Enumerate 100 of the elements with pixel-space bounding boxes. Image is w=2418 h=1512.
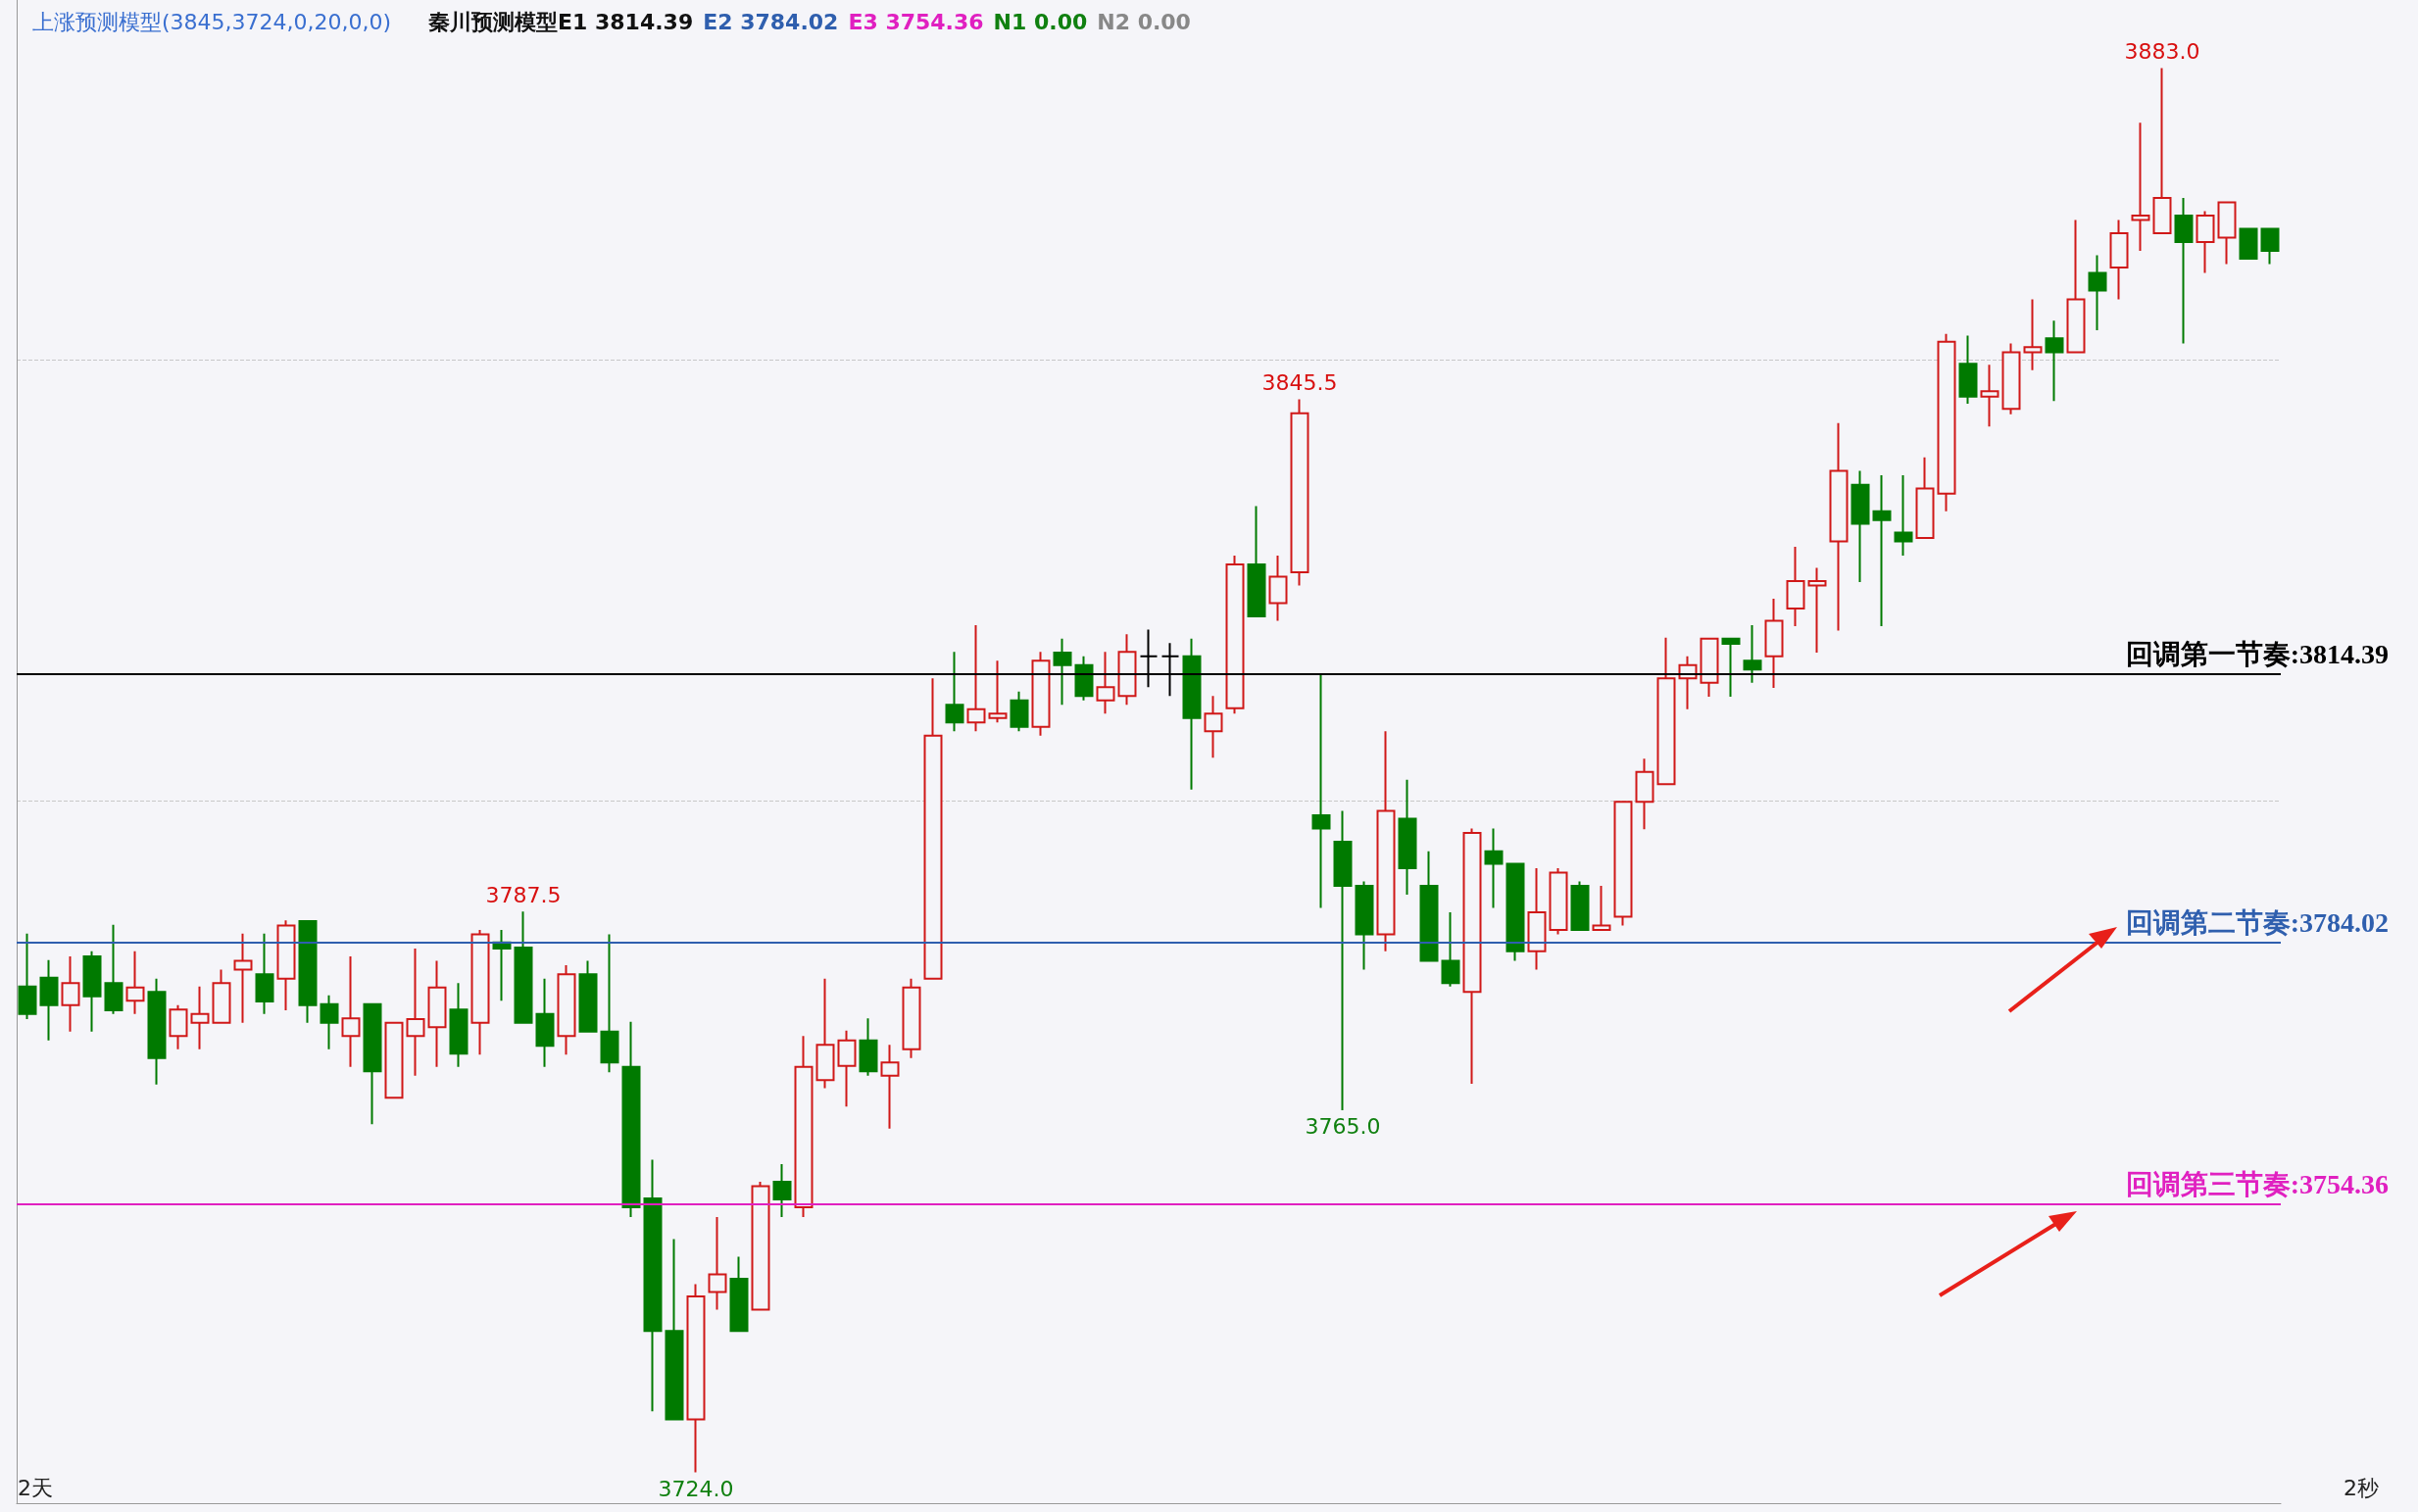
candlestick <box>2023 298 2043 371</box>
candlestick <box>341 955 361 1068</box>
candlestick <box>492 929 512 1002</box>
candlestick <box>902 977 921 1059</box>
candlestick <box>2239 227 2258 261</box>
ref-line-label: 回调第二节奏:3784.02 <box>2125 907 2389 938</box>
candlestick <box>1484 827 1504 909</box>
candlestick <box>2152 67 2172 234</box>
ref-line-label: 回调第三节奏:3754.36 <box>2125 1169 2389 1200</box>
candlestick <box>557 964 576 1056</box>
candlestick <box>923 677 943 980</box>
candlestick <box>427 959 447 1068</box>
candlestick <box>320 994 339 1050</box>
candlestick <box>2088 254 2107 332</box>
candlestick <box>1333 809 1353 1111</box>
candlestick <box>643 1158 663 1413</box>
candlestick <box>1894 473 1913 557</box>
candlestick <box>1549 866 1568 936</box>
candlestick <box>39 958 59 1042</box>
candlestick <box>837 1029 857 1108</box>
candlestick <box>2045 319 2064 403</box>
candlestick <box>2174 196 2194 345</box>
candlestick <box>1010 690 1029 733</box>
candlestick <box>1743 624 1762 684</box>
candlestick <box>1656 636 1676 786</box>
candlestick <box>859 1017 878 1077</box>
candlestick <box>384 1021 404 1099</box>
candlestick <box>2131 122 2150 252</box>
candlestick <box>751 1180 770 1311</box>
annotation: 2天 <box>18 1475 53 1500</box>
candlestick <box>212 968 231 1024</box>
candlestick <box>1441 911 1460 988</box>
candlestick <box>2260 227 2280 266</box>
ref-line-label: 回调第一节奏:3814.39 <box>2125 639 2389 670</box>
candlestick <box>686 1283 706 1474</box>
candlestick <box>1980 364 1999 428</box>
candlestick <box>1613 801 1633 927</box>
candlestick <box>621 1020 641 1218</box>
candlestick <box>1505 862 1525 962</box>
candlestick <box>1355 880 1374 971</box>
candlestick <box>298 920 318 1024</box>
candlestick <box>169 1003 188 1050</box>
candlestick <box>1182 637 1202 791</box>
candlestick <box>1527 866 1547 971</box>
candlestick <box>1721 637 1741 699</box>
annotation: 3724.0 <box>658 1476 734 1501</box>
candlestick <box>1872 473 1892 628</box>
candlestick <box>1786 545 1805 628</box>
chart-subtitle: 秦川预测模型E1 3814.39 E2 3784.02 E3 3754.36 N1 0.00 N2 0.00 <box>428 9 1191 34</box>
candlestick <box>1311 672 1331 909</box>
annotation: 3883.0 <box>2124 38 2200 64</box>
candlestick <box>1937 332 1956 512</box>
candlestick <box>125 950 145 1015</box>
candlestick <box>1851 469 1870 583</box>
candlestick <box>406 947 425 1077</box>
candlestick <box>104 923 123 1015</box>
candlestick <box>2001 342 2021 415</box>
candlestick <box>1096 651 1115 715</box>
candlestick <box>276 919 296 1012</box>
candlestick <box>1117 633 1137 707</box>
candlestick <box>233 932 253 1024</box>
candlestick <box>82 950 102 1033</box>
candlestick <box>1074 655 1094 702</box>
text: 2秒 <box>2344 1475 2379 1500</box>
candlestick <box>363 1002 382 1126</box>
candlestick <box>1225 554 1245 715</box>
candlestick <box>1053 637 1072 707</box>
candlestick <box>1031 651 1051 737</box>
candlestick <box>2196 210 2215 274</box>
candlestick <box>1419 850 1439 962</box>
candlestick <box>1204 695 1223 759</box>
candlestick <box>578 959 598 1033</box>
candlestick <box>147 977 167 1086</box>
candlestick <box>535 977 555 1068</box>
candlestick <box>988 659 1008 724</box>
candlestick <box>945 651 964 733</box>
candlestick <box>665 1238 684 1421</box>
candlestick <box>729 1255 749 1333</box>
candlestick <box>449 982 469 1068</box>
candlestick <box>190 985 210 1050</box>
candlestick <box>1462 827 1482 1085</box>
candlestick <box>255 932 274 1015</box>
candlestick <box>514 910 533 1024</box>
candlestick <box>1290 398 1309 587</box>
candlestick <box>1807 566 1827 655</box>
annotation: 3845.5 <box>1261 369 1338 395</box>
candlestick <box>1268 554 1288 622</box>
candlestick <box>1592 885 1611 932</box>
candlestick <box>1958 334 1978 405</box>
candlestick <box>1764 598 1784 690</box>
candlestick <box>1570 880 1590 932</box>
candlestick <box>794 1035 814 1218</box>
candlestick <box>18 932 37 1021</box>
candlestick <box>1247 505 1266 618</box>
candlestick <box>880 1044 900 1130</box>
candlestick <box>1829 421 1849 632</box>
annotation: 3787.5 <box>485 882 562 907</box>
candlestick <box>470 929 490 1056</box>
candlestick <box>2217 201 2237 266</box>
candlestick <box>1700 637 1719 699</box>
